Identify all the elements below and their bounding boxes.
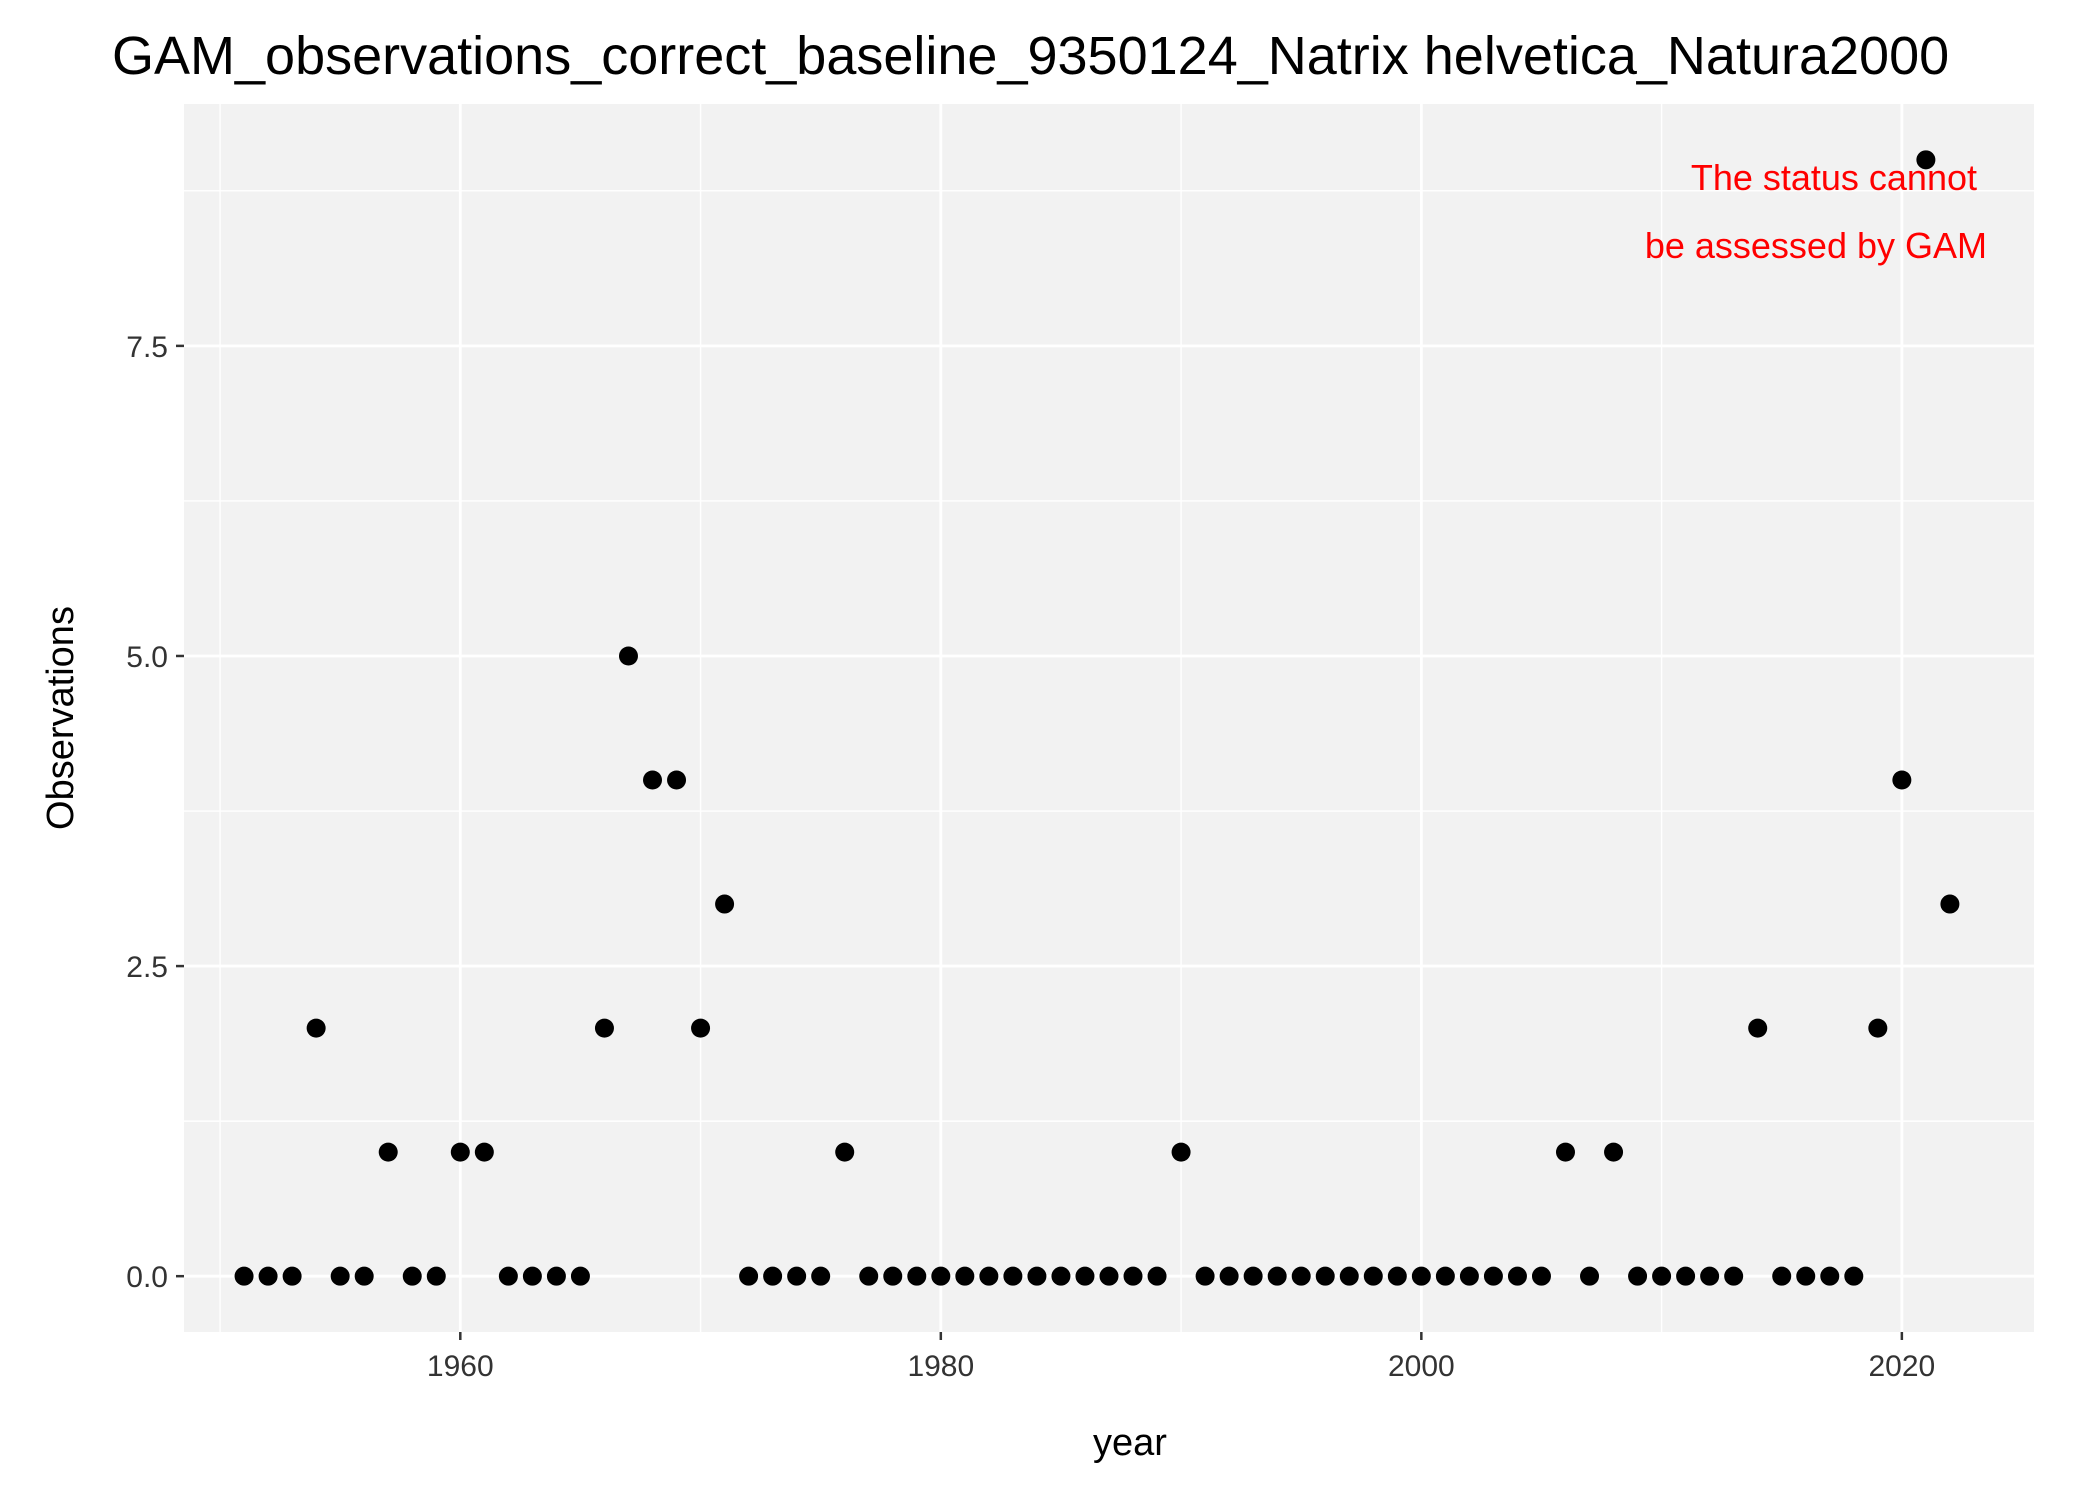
- data-point: [1051, 1266, 1071, 1286]
- annotation-line: The status cannot: [1691, 157, 1977, 198]
- data-point: [1916, 150, 1936, 170]
- data-point: [1459, 1266, 1479, 1286]
- data-point: [1387, 1266, 1407, 1286]
- y-tick-label: 5.0: [126, 641, 168, 674]
- data-point: [1363, 1266, 1383, 1286]
- data-point: [1219, 1266, 1239, 1286]
- data-point: [1724, 1266, 1744, 1286]
- data-point: [1555, 1142, 1575, 1162]
- data-point: [330, 1266, 350, 1286]
- data-point: [1315, 1266, 1335, 1286]
- x-tick-label: 2020: [1868, 1350, 1935, 1383]
- data-point: [1940, 894, 1960, 914]
- data-point: [787, 1266, 807, 1286]
- data-point: [835, 1142, 855, 1162]
- data-point: [1147, 1266, 1167, 1286]
- data-point: [1531, 1266, 1551, 1286]
- data-point: [354, 1266, 374, 1286]
- data-point: [1868, 1018, 1888, 1038]
- data-point: [1652, 1266, 1672, 1286]
- data-point: [1171, 1142, 1191, 1162]
- chart-title: GAM_observations_correct_baseline_935012…: [112, 26, 1949, 86]
- data-point: [1123, 1266, 1143, 1286]
- data-point: [282, 1266, 302, 1286]
- x-axis-title: year: [1093, 1422, 1167, 1464]
- data-point: [474, 1142, 494, 1162]
- y-axis-title: Observations: [40, 606, 82, 830]
- plot-panel: [184, 104, 2034, 1332]
- data-point: [883, 1266, 903, 1286]
- x-tick-label: 1960: [427, 1350, 494, 1383]
- data-point: [739, 1266, 759, 1286]
- y-tick-label: 7.5: [126, 331, 168, 364]
- data-point: [1772, 1266, 1792, 1286]
- data-point: [1339, 1266, 1359, 1286]
- data-point: [522, 1266, 542, 1286]
- status-annotation: The status cannot be assessed by GAM: [1645, 157, 1987, 266]
- data-point: [1844, 1266, 1864, 1286]
- data-point: [859, 1266, 879, 1286]
- data-point: [955, 1266, 975, 1286]
- y-tick-label: 2.5: [126, 951, 168, 984]
- data-point: [258, 1266, 278, 1286]
- data-point: [1195, 1266, 1215, 1286]
- data-point: [1435, 1266, 1455, 1286]
- data-point: [1243, 1266, 1263, 1286]
- data-point: [234, 1266, 254, 1286]
- data-point: [907, 1266, 927, 1286]
- data-point: [1748, 1018, 1768, 1038]
- data-point: [1483, 1266, 1503, 1286]
- data-point: [811, 1266, 831, 1286]
- data-point: [1003, 1266, 1023, 1286]
- data-point: [1628, 1266, 1648, 1286]
- data-point: [1075, 1266, 1095, 1286]
- data-point: [1507, 1266, 1527, 1286]
- data-point: [1580, 1266, 1600, 1286]
- data-point: [1411, 1266, 1431, 1286]
- x-tick-label: 1980: [907, 1350, 974, 1383]
- data-point: [498, 1266, 518, 1286]
- data-point: [979, 1266, 999, 1286]
- y-tick-label: 0.0: [126, 1261, 168, 1294]
- data-point: [450, 1142, 470, 1162]
- data-point: [618, 646, 638, 666]
- axes: 1960 1980 2000 2020 0.0 2.5 5.0 7.5: [126, 331, 1935, 1383]
- data-point: [306, 1018, 326, 1038]
- data-point: [570, 1266, 590, 1286]
- data-point: [1604, 1142, 1624, 1162]
- x-tick-label: 2000: [1388, 1350, 1455, 1383]
- data-point: [1099, 1266, 1119, 1286]
- data-point: [667, 770, 687, 790]
- annotation-line: be assessed by GAM: [1645, 225, 1987, 266]
- data-point: [426, 1266, 446, 1286]
- data-point: [1700, 1266, 1720, 1286]
- data-point: [1267, 1266, 1287, 1286]
- data-point: [1291, 1266, 1311, 1286]
- data-point: [643, 770, 663, 790]
- data-point: [1820, 1266, 1840, 1286]
- data-point: [402, 1266, 422, 1286]
- data-point: [594, 1018, 614, 1038]
- data-point: [763, 1266, 783, 1286]
- data-point: [931, 1266, 951, 1286]
- data-point: [378, 1142, 398, 1162]
- data-point: [1892, 770, 1912, 790]
- data-point: [1676, 1266, 1696, 1286]
- data-point: [546, 1266, 566, 1286]
- data-point: [691, 1018, 711, 1038]
- data-point: [1796, 1266, 1816, 1286]
- data-point: [715, 894, 735, 914]
- data-points: [234, 150, 1960, 1286]
- data-point: [1027, 1266, 1047, 1286]
